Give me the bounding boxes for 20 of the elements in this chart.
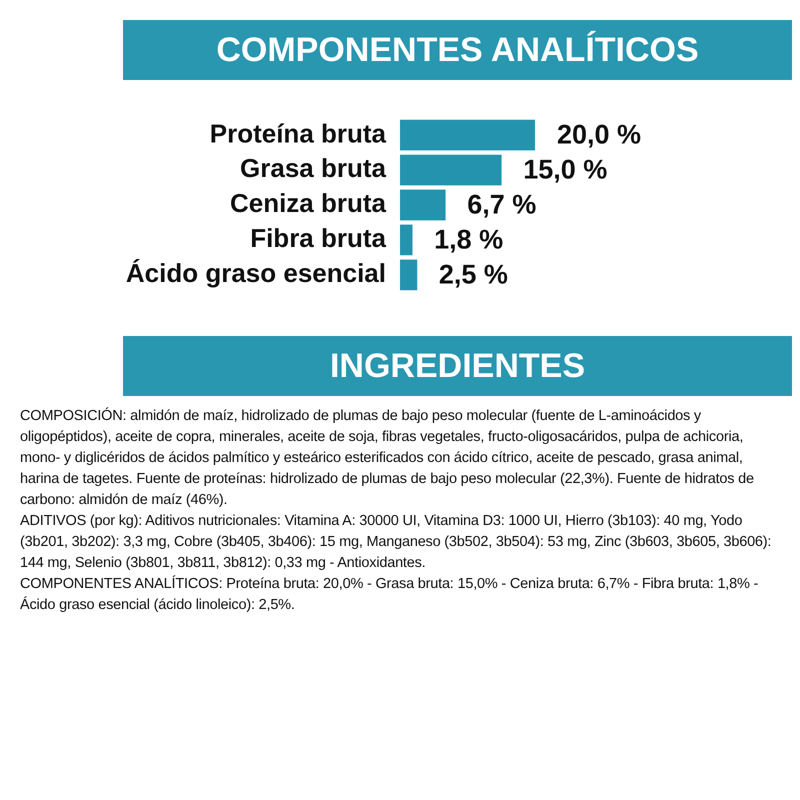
y-tick-label: Grasa bruta: [240, 153, 387, 184]
bar: [400, 154, 502, 186]
data-label: 15,0 %: [523, 154, 608, 184]
bar: [400, 120, 535, 150]
data-label: 6,7 %: [467, 189, 536, 220]
y-tick-label: Fibra bruta: [250, 223, 387, 254]
y-tick-label: Ácido graso esencial: [126, 258, 386, 288]
text: ADITIVOS (por kg): Aditivos nutricionales: Vitamina A: 30000 UI, Vitamina D3: 1000 UI, Hierro (3b103): 40 mg, Yodo (3b201, 3b202): 3,3 mg, Cobre (3b405, 3b406): 15 mg, Manganeso (3b502, 3b504): 53 mg, Zinc (3b603, 3b605, 3b606): 144 mg, Selenio (3b801, 3b811, 3b812): 0,33 mg - Antioxidantes.: [20, 512, 772, 573]
data-label: 2,5 %: [438, 259, 508, 290]
bar: [400, 190, 446, 220]
text: COMPONENTES ANALÍTICOS: Proteína bruta: 20,0% - Grasa bruta: 15,0% - Ceniza bruta: 6,7% - Fibra bruta: 1,8% - Ácido graso esencial (ácido linoleico): 2,5%.: [20, 574, 760, 615]
data-label: 1,8 %: [434, 224, 504, 254]
bar: [400, 224, 412, 256]
chart-title: COMPONENTES ANALÍTICOS: [123, 20, 792, 80]
text: COMPOSICIÓN: almidón de maíz, hidrolizado de plumas de bajo peso molecular (fuente de L-aminoácidos y oligopéptidos), aceite de copra, minerales, aceite de soja, fibras vegetales, fructo-oligosacáridos, pulpa de achicoria, mono- y diglicéridos de ácidos palmítico y esteárico esterificados con ácido cítrico, aceite de pescado, grasa animal, harina de tagetes. Fuente de proteínas: hidrolizado de plumas de bajo peso molecular (22,3%). Fuente de hidratos de carbono: almidón de maíz (46%).: [20, 406, 755, 510]
text: INGREDIENTES: [123, 336, 792, 396]
y-tick-label: Ceniza bruta: [230, 188, 387, 218]
data-label: 20,0 %: [557, 120, 642, 150]
y-tick-label: Proteína bruta: [210, 118, 387, 148]
bar: [400, 260, 418, 290]
